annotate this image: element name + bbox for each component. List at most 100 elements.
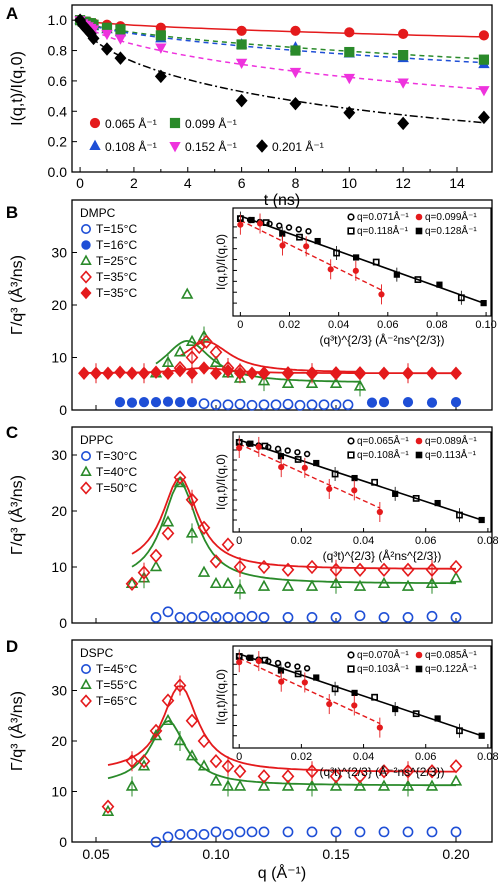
- data-point: [173, 678, 187, 693]
- data-point: [353, 779, 367, 791]
- legend-marker: [81, 224, 92, 235]
- data-point: [306, 399, 318, 411]
- inset-point: [313, 459, 320, 467]
- legend-title: DSPC: [80, 646, 114, 660]
- data-point: [401, 562, 415, 577]
- data-point: [150, 612, 162, 623]
- inset-legend-label: q=0.065Å⁻¹: [357, 434, 409, 447]
- data-point: [282, 826, 294, 838]
- data-point: [377, 562, 391, 577]
- legend-marker: [80, 254, 92, 265]
- x-tick-label: 0.20: [442, 846, 469, 862]
- data-point: [270, 399, 282, 411]
- data-point: [329, 769, 343, 784]
- fit-line: [179, 340, 361, 373]
- data-point: [90, 366, 102, 380]
- inset-legend-label: q=0.118Å⁻¹: [357, 224, 409, 237]
- y-axis-label: I(q,t)/I(q,0): [9, 51, 26, 126]
- data-point: [210, 366, 222, 380]
- data-point: [221, 779, 235, 791]
- x-tick-label: 10: [342, 175, 358, 191]
- inset-legend-label: q=0.103Å⁻¹: [357, 662, 409, 675]
- data-point: [477, 110, 490, 125]
- data-point: [198, 361, 210, 375]
- data-point: [149, 723, 163, 739]
- inset-point: [326, 700, 333, 708]
- inset-frame: [232, 207, 492, 317]
- data-point: [209, 774, 223, 786]
- data-point: [101, 42, 113, 56]
- inset-point: [371, 478, 379, 486]
- inset-point: [284, 661, 291, 669]
- data-point: [114, 51, 127, 65]
- y-axis-label: Γ/q³ (Å³/ns): [7, 475, 26, 555]
- data-point: [282, 612, 294, 623]
- data-point: [137, 754, 151, 769]
- panel-label: D: [6, 637, 18, 656]
- panel-frame: [71, 426, 493, 624]
- data-point: [198, 610, 210, 622]
- data-point: [125, 754, 139, 769]
- inset-point: [237, 221, 244, 228]
- data-point: [354, 366, 366, 380]
- inset-x-tick-label: 0.06: [377, 319, 398, 331]
- data-point: [161, 515, 175, 527]
- data-point: [305, 764, 319, 779]
- fit-line: [79, 19, 484, 38]
- inset-point: [294, 663, 301, 670]
- data-point: [114, 397, 126, 408]
- data-point: [377, 764, 391, 779]
- data-point: [114, 34, 127, 45]
- inset-point: [480, 300, 487, 307]
- inset-point: [352, 267, 359, 274]
- inset-point: [295, 226, 302, 233]
- data-point: [306, 366, 318, 380]
- fit-line: [107, 719, 456, 787]
- inset-x-tick-label: 0.02: [291, 751, 312, 763]
- data-point: [162, 366, 174, 380]
- data-point: [426, 610, 438, 622]
- data-point: [425, 779, 439, 791]
- data-point: [87, 31, 100, 46]
- inset: 0 0.02 0.04 0.06 0.08 (q³t)^{2/3} (Å²ns^{2/3}…: [214, 431, 498, 563]
- data-point: [233, 764, 247, 779]
- data-point: [330, 612, 342, 623]
- inset-point: [371, 693, 379, 701]
- inset-fit-line: [238, 657, 381, 725]
- inset-x-tick-label: 0: [236, 535, 242, 547]
- inset-x-tick-label: 0.10: [475, 319, 496, 331]
- inset-y-axis-label: I(q,t)/I(q,0): [214, 234, 228, 290]
- panel-d: D 0.05 0.10 0.15 0.20 q (Å⁻¹) 0 10 20 30 Γ/q³ (Å³/…: [6, 637, 498, 882]
- data-point: [282, 398, 294, 410]
- inset-point: [351, 702, 358, 709]
- data-point: [426, 826, 438, 838]
- inset-legend-marker: [347, 213, 355, 221]
- data-point: [222, 363, 234, 378]
- legend-marker: [80, 694, 92, 708]
- data-point: [115, 24, 126, 35]
- legend-label: T=35°C: [96, 270, 137, 284]
- y-tick-label: 0: [59, 615, 67, 631]
- inset-x-axis-label: (q³t)^{2/3} (Å⁻²ns^{2/3}): [320, 764, 445, 779]
- legend-label: T=25°C: [96, 254, 137, 268]
- data-point: [281, 562, 295, 577]
- data-point: [102, 366, 114, 380]
- data-point: [343, 73, 355, 85]
- inset-point: [327, 266, 334, 273]
- data-point: [330, 826, 342, 838]
- x-tick-label: 12: [395, 175, 411, 191]
- legend-marker: [81, 450, 92, 461]
- inset: 0 0.02 0.04 0.06 0.08 (q³t)^{2/3} (Å⁻²ns^{2/3…: [214, 645, 498, 779]
- data-point: [236, 25, 247, 36]
- data-point: [258, 399, 270, 411]
- legend-label: T=40°C: [96, 465, 137, 479]
- data-point: [401, 779, 415, 791]
- y-tick-label: 0: [59, 402, 67, 418]
- inset-frame: [232, 645, 492, 749]
- inset-point: [245, 440, 253, 447]
- data-point: [126, 397, 138, 408]
- data-point: [185, 334, 199, 347]
- inset-legend-label: q=0.128Å⁻¹: [425, 224, 477, 237]
- data-point: [209, 554, 223, 569]
- data-point: [246, 826, 258, 838]
